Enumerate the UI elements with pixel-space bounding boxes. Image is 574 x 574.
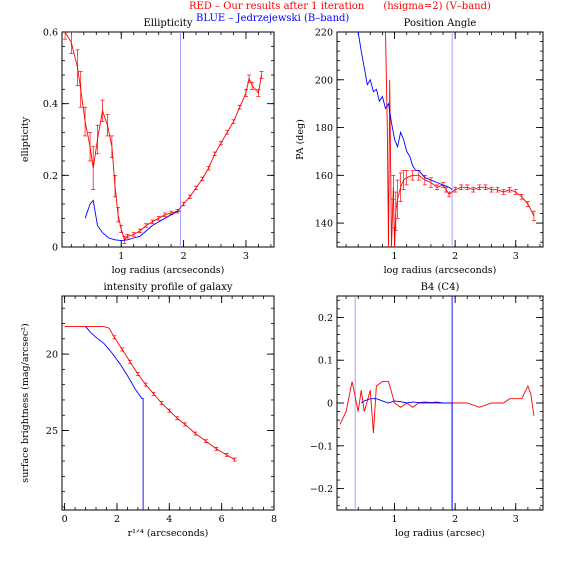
panel-3: intensity profile of galaxy 0 2 4 6 8 20 25 r¹ᐟ⁴… xyxy=(20,282,277,539)
y-tick-label: 0.2 xyxy=(43,171,58,182)
x-tick-label: 2 xyxy=(114,514,120,525)
panel-2: Position Angle 1 2 3 140 160 180 200 220 log radi… xyxy=(295,18,544,276)
panel-title: Ellipticity xyxy=(144,18,193,29)
blue-series-line xyxy=(85,326,144,510)
y-tick-label: 25 xyxy=(46,426,58,437)
x-axis-label: r¹ᐟ⁴ (arcseconds) xyxy=(128,528,209,539)
x-axis-label: log radius (arcseconds) xyxy=(112,265,225,276)
panel-1: Ellipticity 1 2 3 0 0.2 0.4 0.6 log radius (arcs… xyxy=(20,18,275,276)
x-tick-label: 1 xyxy=(392,514,398,525)
y-tick-label: 180 xyxy=(315,123,333,134)
panel-title: Position Angle xyxy=(404,18,477,29)
y-tick-label: 0.6 xyxy=(43,28,58,39)
y-tick-label: 0.4 xyxy=(43,99,58,110)
red-series-line xyxy=(339,381,535,434)
y-axis-label: surface brightness (mag/arcsec²) xyxy=(20,323,31,482)
x-tick-label: 6 xyxy=(219,514,225,525)
y-tick-label: −0.2 xyxy=(310,484,333,495)
plot-frame xyxy=(61,31,275,248)
x-tick-label: 2 xyxy=(452,514,458,525)
x-axis-label: log radius (arcseconds) xyxy=(384,265,497,276)
x-tick-label: 1 xyxy=(392,251,398,262)
panel-4: B4 (C4) 1 2 3 −0.2 −0.1 0 0.1 0.2 log radius (arc… xyxy=(310,282,544,539)
x-tick-label: 8 xyxy=(271,514,277,525)
y-axis-label: ellipticity xyxy=(20,116,31,162)
blue-series-line xyxy=(360,398,453,510)
y-tick-label: 140 xyxy=(315,219,333,230)
x-tick-label: 2 xyxy=(181,251,187,262)
y-tick-label: 200 xyxy=(315,75,333,86)
x-axis-label: log radius (arcsec) xyxy=(395,528,485,539)
legend-blue-text: BLUE – Jedrzejewski (B–band) xyxy=(196,13,350,24)
panel-title: intensity profile of galaxy xyxy=(103,282,232,293)
x-tick-label: 3 xyxy=(513,514,519,525)
y-tick-label: 0.2 xyxy=(318,313,333,324)
red-series-line xyxy=(385,32,535,247)
plot-frame xyxy=(336,31,544,248)
y-tick-label: 0 xyxy=(327,399,333,410)
red-series-line xyxy=(64,326,235,460)
x-tick-label: 4 xyxy=(166,514,172,525)
blue-series-line xyxy=(357,32,453,191)
y-tick-label: 0.1 xyxy=(318,356,333,367)
plot-frame xyxy=(61,295,275,511)
blue-series-line xyxy=(84,199,181,242)
y-tick-label: −0.1 xyxy=(310,441,333,452)
y-tick-label: 220 xyxy=(315,28,333,39)
y-tick-label: 160 xyxy=(315,171,333,182)
y-tick-label: 0 xyxy=(52,243,58,254)
x-tick-label: 3 xyxy=(513,251,519,262)
panel-title: B4 (C4) xyxy=(421,282,460,293)
x-tick-label: 0 xyxy=(62,514,68,525)
legend-red-text: RED – Our results after 1 iteration (hsi… xyxy=(189,1,491,12)
y-tick-label: 20 xyxy=(46,350,58,361)
y-axis-label: PA (deg) xyxy=(295,119,306,160)
x-tick-label: 1 xyxy=(118,251,124,262)
x-tick-label: 3 xyxy=(243,251,249,262)
x-tick-label: 2 xyxy=(452,251,458,262)
